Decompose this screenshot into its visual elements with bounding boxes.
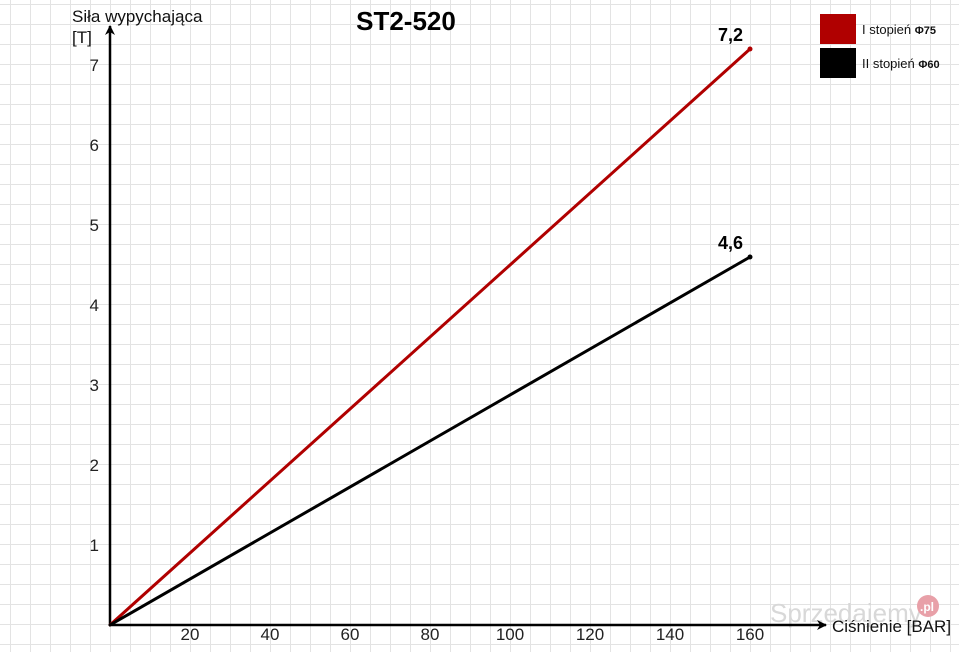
series-line (108, 47, 752, 627)
x-tick-label: 160 (736, 625, 764, 644)
data-label: 7,2 (718, 25, 743, 45)
watermark-text: Sprzedajemy (770, 598, 922, 628)
x-tick-label: 120 (576, 625, 604, 644)
legend-swatch (820, 14, 856, 44)
y-tick-label: 7 (90, 56, 99, 75)
ticks: 20 40 60 80 100 120 140 160 1 2 3 4 5 6 7 (90, 56, 765, 644)
y-axis-label: Siła wypychająca (72, 7, 203, 26)
data-label: 4,6 (718, 233, 743, 253)
x-tick-label: 100 (496, 625, 524, 644)
y-tick-label: 2 (90, 456, 99, 475)
x-tick-label: 80 (421, 625, 440, 644)
series: 7,2 4,6 (108, 25, 753, 627)
y-tick-label: 5 (90, 216, 99, 235)
y-tick-label: 4 (90, 296, 99, 315)
y-tick-label: 3 (90, 376, 99, 395)
series-line (108, 255, 752, 627)
watermark-badge: .pl (917, 595, 939, 617)
legend-swatch (820, 48, 856, 78)
svg-text:.pl: .pl (920, 600, 934, 614)
y-tick-label: 1 (90, 536, 99, 555)
y-tick-label: 6 (90, 136, 99, 155)
series-end-point (747, 46, 753, 52)
series-end-point (747, 254, 753, 260)
x-tick-label: 20 (181, 625, 200, 644)
x-tick-label: 140 (656, 625, 684, 644)
legend-label: II stopień Φ60 (862, 56, 940, 71)
legend-label: I stopień Φ75 (862, 22, 936, 37)
legend: I stopień Φ75 II stopień Φ60 (820, 14, 940, 78)
x-tick-label: 40 (261, 625, 280, 644)
chart-title: ST2-520 (356, 6, 456, 36)
y-axis-unit: [T] (72, 28, 92, 47)
x-tick-label: 60 (341, 625, 360, 644)
x-axis-label: Ciśnienie [BAR] (832, 617, 951, 636)
